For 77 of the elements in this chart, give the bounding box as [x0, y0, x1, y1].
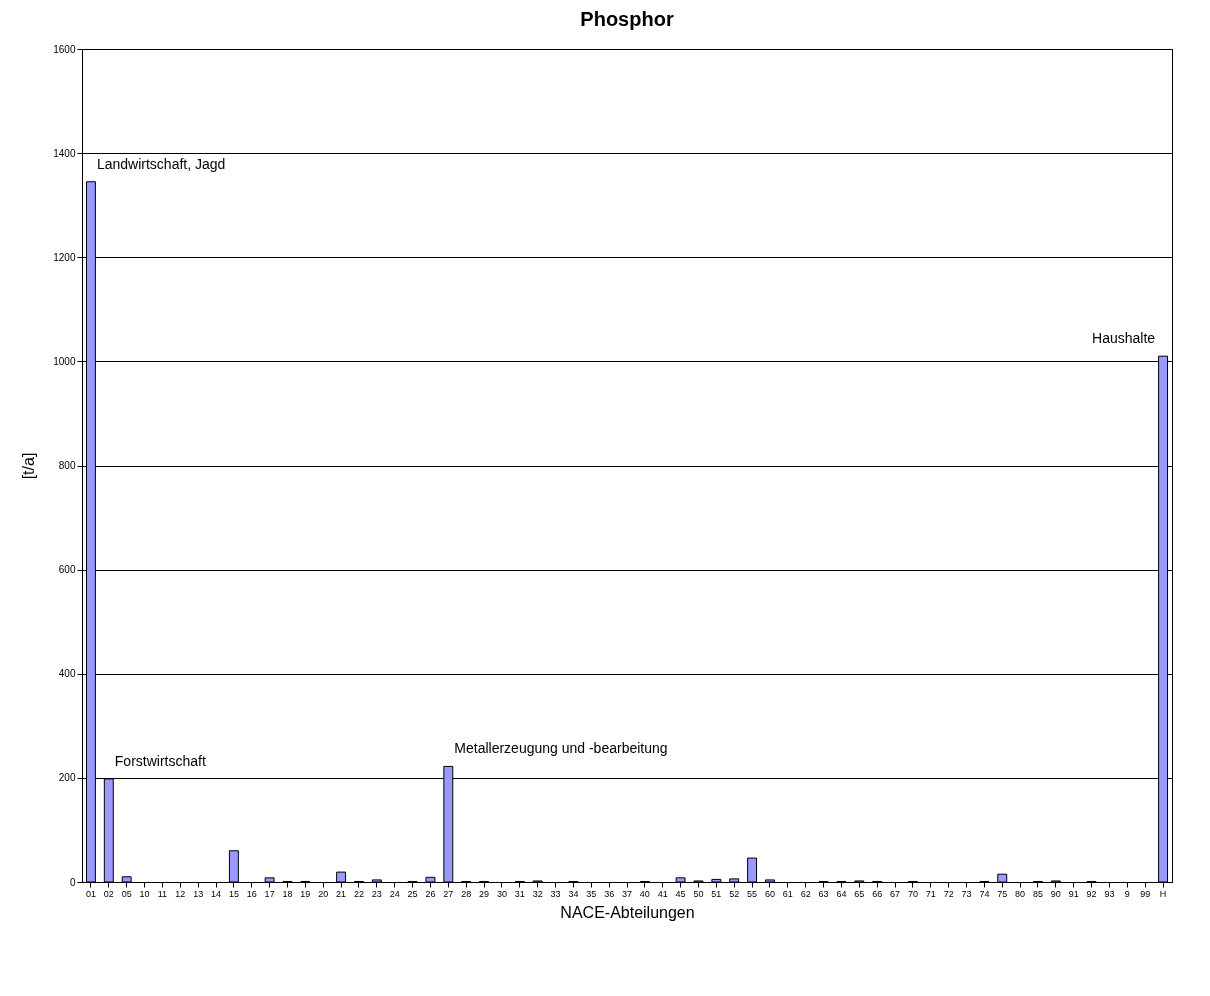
x-tick-label: 34 [568, 888, 579, 899]
x-tick-label: H [1159, 888, 1167, 899]
chart-title: Phosphor [580, 8, 674, 30]
x-tick-label: 62 [800, 888, 811, 899]
x-tick-label: 50 [693, 888, 704, 899]
x-tick-label: 12 [175, 888, 186, 899]
x-tick-label: 36 [604, 888, 615, 899]
y-axis-title: [t/a] [20, 452, 38, 480]
x-tick-label: 80 [1015, 888, 1026, 899]
x-tick-label: 37 [621, 888, 633, 899]
x-tick-label: 67 [890, 888, 901, 899]
x-tick-label: 21 [336, 888, 347, 899]
x-tick-label: 28 [461, 888, 472, 899]
x-tick-label: 29 [479, 888, 490, 899]
x-tick-label: 51 [711, 888, 722, 899]
x-tick-label: 74 [979, 888, 990, 899]
x-tick-label: 52 [729, 888, 740, 899]
annotation: Landwirtschaft, Jagd [96, 155, 226, 172]
x-tick-label: 33 [550, 888, 561, 899]
x-tick-label: 11 [157, 888, 168, 899]
x-tick-label: 15 [228, 888, 239, 899]
x-tick-label: 26 [425, 888, 436, 899]
x-tick-label: 18 [282, 888, 293, 899]
y-tick-label: 800 [58, 460, 76, 471]
x-tick-label: 14 [211, 888, 222, 899]
x-tick-label: 01 [85, 888, 96, 899]
x-tick-label: 25 [407, 888, 418, 899]
x-tick-label: 22 [353, 888, 364, 899]
x-tick-label: 71 [925, 888, 936, 899]
y-tick-label: 400 [58, 668, 76, 680]
x-tick-label: 05 [121, 888, 132, 899]
x-tick-label: 73 [961, 888, 972, 899]
x-tick-label: 93 [1104, 888, 1115, 899]
x-tick-label: 60 [764, 888, 775, 899]
x-tick-label: 63 [818, 888, 829, 899]
x-tick-label: 99 [1140, 888, 1151, 899]
x-tick-label: 10 [139, 888, 150, 899]
annotation: Haushalte [1092, 330, 1156, 347]
x-tick-label: 41 [657, 888, 668, 899]
y-tick-label: 200 [58, 772, 76, 784]
x-tick-label: 17 [264, 888, 275, 899]
x-tick-label: 27 [443, 888, 454, 899]
annotation: Forstwirtschaft [114, 752, 206, 769]
x-tick-label: 70 [907, 888, 918, 899]
x-tick-label: 92 [1086, 888, 1097, 899]
x-tick-label: 19 [300, 888, 311, 899]
x-tick-label: 32 [532, 888, 543, 899]
x-tick-label: 35 [586, 888, 597, 899]
x-tick-label: 85 [1032, 888, 1043, 899]
y-tick-label: 1200 [53, 251, 76, 263]
x-tick-label: 45 [675, 888, 686, 899]
x-tick-label: 55 [747, 888, 758, 899]
x-tick-label: 91 [1068, 888, 1079, 899]
x-tick-label: 16 [246, 888, 257, 899]
x-tick-label: 13 [193, 888, 204, 899]
x-tick-label: 31 [514, 888, 525, 899]
x-tick-label: 72 [943, 888, 954, 899]
y-tick-label: 0 [69, 876, 76, 888]
x-tick-label: 40 [639, 888, 650, 899]
y-tick-label: 600 [58, 564, 76, 576]
x-tick-label: 61 [782, 888, 793, 899]
x-tick-label: 66 [872, 888, 883, 899]
annotation: Metallerzeugung und -bearbeitung [454, 740, 668, 757]
x-axis-title: NACE-Abteilungen [560, 903, 695, 921]
y-tick-label: 1000 [53, 355, 76, 367]
x-tick-label: 23 [371, 888, 382, 899]
x-tick-label: 64 [836, 888, 847, 899]
x-tick-label: 90 [1050, 888, 1061, 899]
x-tick-label: 20 [318, 888, 329, 899]
x-tick-label: 75 [997, 888, 1008, 899]
x-tick-label: 24 [389, 888, 400, 899]
x-tick-label: 9 [1124, 888, 1130, 899]
x-tick-label: 30 [496, 888, 507, 899]
x-tick-label: 02 [103, 888, 114, 899]
y-tick-label: 1600 [53, 43, 76, 55]
x-tick-label: 65 [854, 888, 865, 899]
y-tick-label: 1400 [53, 147, 76, 159]
